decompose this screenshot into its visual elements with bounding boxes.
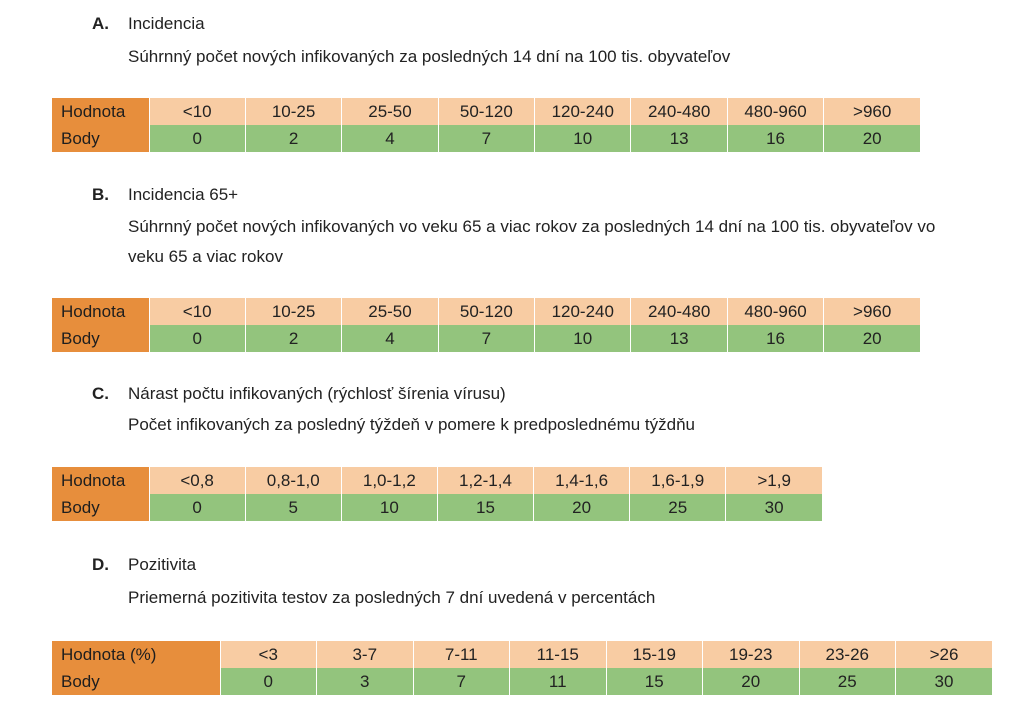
- section-a-description: Súhrnný počet nových infikovaných za pos…: [128, 47, 731, 66]
- points-cell: 7: [437, 125, 535, 152]
- value-cell: 120-240: [534, 98, 631, 125]
- value-cell: 19-23: [702, 641, 799, 668]
- body-label: Body: [52, 325, 149, 352]
- points-cell: 20: [823, 325, 921, 352]
- section-c-heading: C. Nárast počtu infikovaných (rýchlosť ší…: [92, 384, 506, 404]
- hodnota-label: Hodnota: [52, 98, 149, 125]
- points-cell: 10: [534, 125, 631, 152]
- points-cell: 10: [534, 325, 631, 352]
- points-cell: 16: [726, 325, 824, 352]
- points-cell: 16: [726, 125, 824, 152]
- section-d-heading: D. Pozitivita: [92, 555, 196, 575]
- points-cell: 25: [629, 494, 726, 521]
- section-letter: A.: [92, 14, 109, 33]
- section-d-description: Priemerná pozitivita testov za poslednýc…: [128, 588, 656, 607]
- points-cell: 20: [823, 125, 921, 152]
- section-b-heading: B. Incidencia 65+: [92, 185, 238, 205]
- points-cell: 0: [148, 494, 246, 521]
- value-cell: 15-19: [605, 641, 703, 668]
- value-cell: >960: [823, 98, 921, 125]
- section-b-description: Súhrnný počet nových infikovaných vo vek…: [128, 217, 936, 266]
- value-cell: 240-480: [630, 98, 728, 125]
- section-title: Pozitivita: [128, 555, 197, 574]
- value-cell: 25-50: [341, 98, 439, 125]
- section-c-table: Hodnota <0,8 0,8-1,0 1,0-1,2 1,2-1,4 1,4…: [52, 467, 822, 521]
- points-cell: 7: [437, 325, 535, 352]
- section-d-table: Hodnota (%) <3 3-7 7-11 11-15 15-19 19-2…: [52, 641, 992, 695]
- value-cell: 50-120: [437, 98, 535, 125]
- points-cell: 2: [244, 325, 342, 352]
- points-cell: 30: [895, 668, 992, 695]
- points-cell: 20: [702, 668, 799, 695]
- value-cell: 11-15: [509, 641, 606, 668]
- value-cell: <3: [219, 641, 317, 668]
- hodnota-label: Hodnota: [52, 467, 150, 494]
- points-cell: 10: [340, 494, 438, 521]
- section-letter: C.: [92, 384, 109, 403]
- section-title: Nárast počtu infikovaných (rýchlosť šíre…: [128, 384, 506, 403]
- value-cell: 50-120: [437, 298, 535, 325]
- value-cell: 240-480: [630, 298, 728, 325]
- section-b-table: Hodnota <10 10-25 25-50 50-120 120-240 2…: [52, 298, 921, 352]
- section-title: Incidencia 65+: [128, 185, 239, 204]
- value-cell: 0,8-1,0: [244, 467, 342, 494]
- value-cell: 3-7: [316, 641, 413, 668]
- points-row: Body 0 5 10 15 20 25 30: [52, 494, 822, 521]
- points-row: Body 0 2 4 7 10 13 16 20: [52, 325, 921, 352]
- value-cell: 480-960: [726, 98, 824, 125]
- section-letter: B.: [92, 185, 109, 204]
- value-cell: 7-11: [412, 641, 510, 668]
- points-cell: 4: [341, 125, 439, 152]
- points-row: Body 0 3 7 11 15 20 25 30: [52, 668, 992, 695]
- section-a-heading: A. Incidencia: [92, 14, 205, 34]
- value-cell: 1,4-1,6: [533, 467, 630, 494]
- points-cell: 13: [630, 325, 728, 352]
- value-cell: 10-25: [244, 298, 342, 325]
- points-cell: 11: [509, 668, 606, 695]
- points-cell: 4: [341, 325, 439, 352]
- value-cell: <0,8: [148, 467, 246, 494]
- value-row: Hodnota (%) <3 3-7 7-11 11-15 15-19 19-2…: [52, 641, 992, 668]
- value-cell: >1,9: [725, 467, 822, 494]
- section-title: Incidencia: [128, 14, 205, 33]
- points-cell: 2: [244, 125, 342, 152]
- value-row: Hodnota <10 10-25 25-50 50-120 120-240 2…: [52, 298, 921, 325]
- section-a-table: Hodnota <10 10-25 25-50 50-120 120-240 2…: [52, 98, 921, 152]
- points-cell: 15: [436, 494, 534, 521]
- points-cell: 15: [605, 668, 703, 695]
- value-cell: >26: [895, 641, 992, 668]
- points-row: Body 0 2 4 7 10 13 16 20: [52, 125, 921, 152]
- points-cell: 25: [798, 668, 896, 695]
- value-cell: 1,0-1,2: [340, 467, 438, 494]
- hodnota-label: Hodnota: [52, 298, 149, 325]
- value-cell: <10: [148, 298, 246, 325]
- body-label: Body: [52, 494, 150, 521]
- points-cell: 3: [316, 668, 413, 695]
- value-cell: 10-25: [244, 98, 342, 125]
- value-cell: 23-26: [798, 641, 896, 668]
- value-cell: 1,6-1,9: [629, 467, 726, 494]
- body-label: Body: [52, 125, 149, 152]
- body-label: Body: [52, 668, 220, 695]
- section-c-description: Počet infikovaných za posledný týždeň v …: [128, 415, 695, 434]
- points-cell: 0: [148, 325, 246, 352]
- points-cell: 13: [630, 125, 728, 152]
- points-cell: 0: [219, 668, 317, 695]
- value-cell: 480-960: [726, 298, 824, 325]
- value-cell: 1,2-1,4: [436, 467, 534, 494]
- value-cell: 25-50: [341, 298, 439, 325]
- points-cell: 30: [725, 494, 822, 521]
- value-row: Hodnota <10 10-25 25-50 50-120 120-240 2…: [52, 98, 921, 125]
- points-cell: 20: [533, 494, 630, 521]
- points-cell: 0: [148, 125, 246, 152]
- points-cell: 5: [244, 494, 342, 521]
- points-cell: 7: [412, 668, 510, 695]
- hodnota-pct-label: Hodnota (%): [52, 641, 220, 668]
- value-cell: <10: [148, 98, 246, 125]
- value-cell: >960: [823, 298, 921, 325]
- section-letter: D.: [92, 555, 109, 574]
- value-cell: 120-240: [534, 298, 631, 325]
- value-row: Hodnota <0,8 0,8-1,0 1,0-1,2 1,2-1,4 1,4…: [52, 467, 822, 494]
